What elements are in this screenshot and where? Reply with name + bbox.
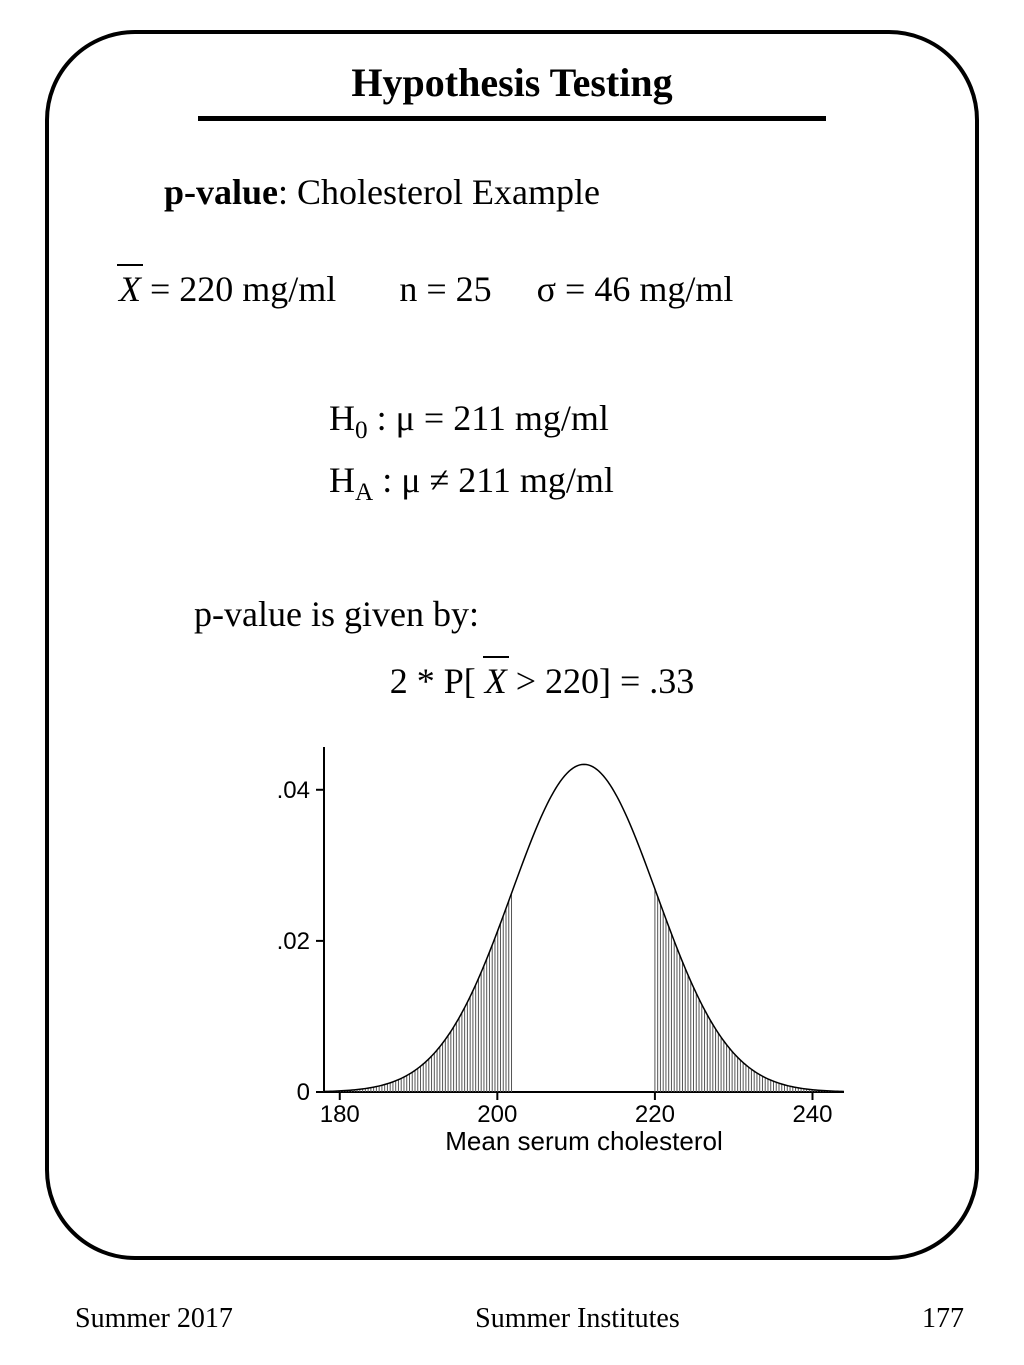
xbar-value: = 220 mg/ml <box>141 269 336 309</box>
xbar-symbol-2: X <box>485 660 507 702</box>
svg-text:200: 200 <box>477 1101 517 1128</box>
slide-frame: Hypothesis Testing p-value: Cholesterol … <box>45 30 979 1260</box>
subtitle-rest: : Cholesterol Example <box>278 172 600 212</box>
pvalue-label: p-value is given by: <box>194 593 915 635</box>
svg-text:.04: .04 <box>277 777 310 804</box>
footer-right: 177 <box>922 1303 964 1335</box>
n-value: n = 25 <box>399 269 491 309</box>
sigma-value: σ = 46 mg/ml <box>537 269 734 309</box>
null-hypothesis: H0 : μ = 211 mg/ml <box>329 390 915 452</box>
pvalue-formula: 2 * P[ X > 220] = .33 <box>169 660 915 702</box>
svg-text:0: 0 <box>297 1079 310 1106</box>
density-chart: 180 200 220 240 0 .02 .04 Mean serum cholestero… <box>229 732 869 1152</box>
svg-text:180: 180 <box>320 1101 360 1128</box>
alt-hypothesis: HA : μ ≠ 211 mg/ml <box>329 452 915 514</box>
stats-row: X = 220 mg/ml n = 25 σ = 46 mg/ml <box>119 268 915 310</box>
subtitle-bold: p-value <box>164 172 278 212</box>
page-title: Hypothesis Testing <box>109 59 915 106</box>
svg-text:Mean serum cholesterol: Mean serum cholesterol <box>445 1126 722 1152</box>
footer-left: Summer 2017 <box>75 1303 233 1335</box>
svg-text:240: 240 <box>792 1101 832 1128</box>
svg-text:220: 220 <box>635 1101 675 1128</box>
svg-text:.02: .02 <box>277 928 310 955</box>
xbar-symbol: X <box>119 268 141 310</box>
chart-svg: 180 200 220 240 0 .02 .04 Mean serum cholestero… <box>229 732 869 1152</box>
hypotheses: H0 : μ = 211 mg/ml HA : μ ≠ 211 mg/ml <box>329 390 915 513</box>
footer: Summer 2017 Summer Institutes 177 <box>0 1303 1024 1335</box>
footer-center: Summer Institutes <box>475 1303 680 1335</box>
title-rule <box>198 116 827 121</box>
subtitle: p-value: Cholesterol Example <box>164 171 915 213</box>
